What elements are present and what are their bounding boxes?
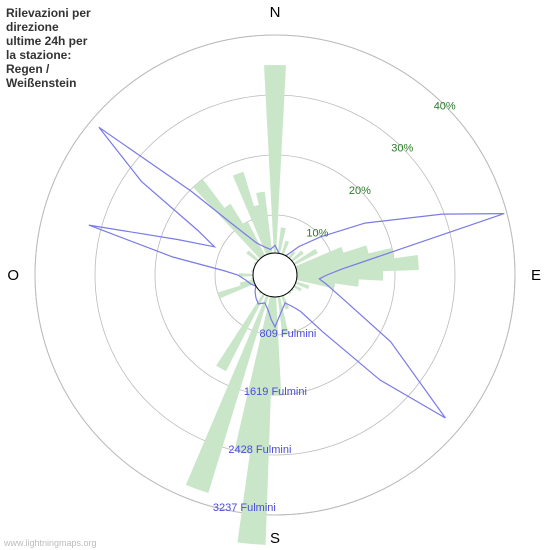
- svg-text:2428 Fulmini: 2428 Fulmini: [228, 444, 291, 456]
- svg-text:E: E: [531, 267, 541, 284]
- svg-text:20%: 20%: [349, 185, 371, 197]
- svg-text:10%: 10%: [306, 228, 328, 240]
- svg-text:30%: 30%: [391, 143, 413, 155]
- chart-title: Rilevazioni per direzione ultime 24h per…: [6, 6, 91, 90]
- svg-text:O: O: [7, 267, 19, 284]
- footer-credit: www.lightningmaps.org: [4, 538, 97, 548]
- svg-text:809 Fulmini: 809 Fulmini: [259, 328, 316, 340]
- svg-text:N: N: [270, 4, 281, 21]
- svg-text:3237 Fulmini: 3237 Fulmini: [213, 502, 276, 514]
- svg-text:1619 Fulmini: 1619 Fulmini: [244, 386, 307, 398]
- svg-text:40%: 40%: [434, 100, 456, 112]
- svg-text:S: S: [270, 530, 280, 547]
